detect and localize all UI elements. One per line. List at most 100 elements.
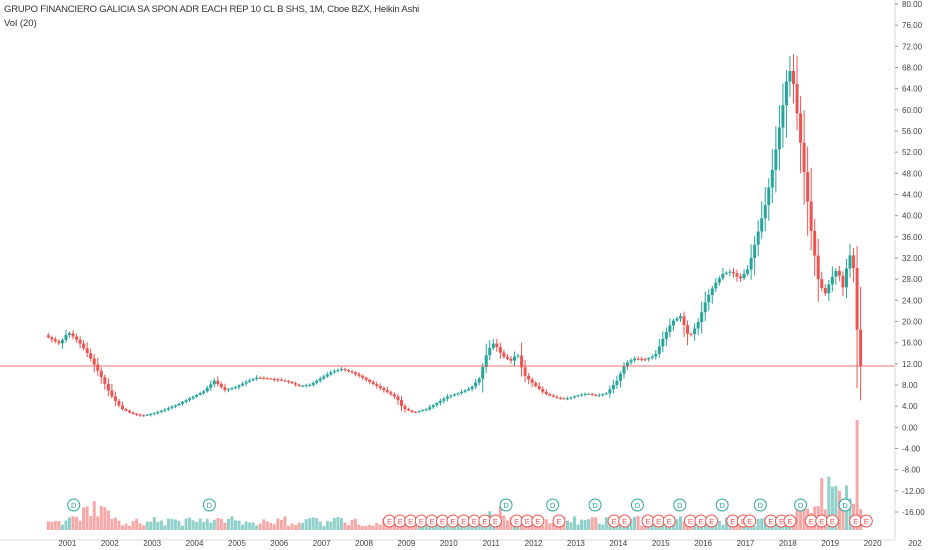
price-tick-label: 24.00 — [902, 296, 923, 305]
event-label: E — [667, 517, 672, 526]
event-circle — [630, 498, 644, 512]
dividend-event-marker[interactable]: D — [673, 498, 687, 512]
time-tick-label: 2002 — [101, 539, 119, 548]
volume-bar — [53, 521, 57, 530]
candle-body — [583, 393, 587, 395]
candle-body — [46, 335, 50, 338]
time-tick-label: 2020 — [864, 539, 882, 548]
time-tick-label: 2012 — [525, 539, 543, 548]
dividend-event-marker[interactable]: D — [67, 498, 81, 512]
volume-bar — [89, 516, 93, 530]
volume-bar — [315, 518, 319, 530]
volume-bar — [46, 521, 50, 530]
candle-body — [647, 357, 651, 360]
event-label: E — [768, 517, 773, 526]
candle-body — [636, 358, 640, 360]
dividend-event-marker[interactable]: D — [753, 498, 767, 512]
candle-body — [82, 343, 86, 349]
candle-body — [848, 255, 852, 269]
time-tick-label: 2011 — [483, 539, 501, 548]
event-label: E — [461, 517, 466, 526]
volume-bar — [339, 518, 343, 530]
volume-bar — [75, 517, 79, 530]
candle-body — [784, 81, 788, 106]
candle-body — [389, 392, 393, 395]
earnings-event-marker[interactable]: E — [552, 514, 566, 528]
earnings-event-marker[interactable]: E — [705, 514, 719, 528]
dividend-event-marker[interactable]: D — [202, 498, 216, 512]
candle-body — [318, 378, 322, 381]
dividend-event-marker[interactable]: D — [546, 498, 560, 512]
candle-body — [53, 339, 57, 342]
volume-bar — [82, 507, 86, 530]
volume-bar — [64, 520, 68, 530]
candle-body — [438, 400, 442, 403]
earnings-event-marker[interactable]: E — [488, 514, 502, 528]
volume-indicator-label[interactable]: Vol (20) — [4, 18, 37, 29]
earnings-event-marker[interactable]: E — [694, 514, 708, 528]
event-label: E — [408, 517, 413, 526]
earnings-event-marker[interactable]: E — [641, 514, 655, 528]
volume-bar — [375, 522, 379, 530]
candle-body — [477, 378, 481, 383]
candle-body — [392, 394, 396, 397]
earnings-event-marker[interactable]: E — [662, 514, 676, 528]
candle-body — [633, 358, 637, 361]
candle-body — [421, 410, 425, 412]
candle-body — [693, 328, 697, 335]
candle-body — [700, 312, 704, 323]
time-tick-label: 2014 — [609, 539, 627, 548]
volume-bar — [219, 518, 223, 530]
candle-body — [580, 394, 584, 396]
candle-body — [724, 272, 728, 274]
candle-body — [230, 388, 234, 390]
earnings-event-marker[interactable]: E — [510, 514, 524, 528]
dividend-event-marker[interactable]: D — [499, 498, 513, 512]
event-label: E — [525, 517, 530, 526]
candle-body — [721, 273, 725, 279]
volume-bar — [361, 525, 365, 530]
symbol-title[interactable]: GRUPO FINANCIERO GALICIA SA SPON ADR EAC… — [4, 4, 420, 15]
candle-body — [481, 366, 485, 379]
event-label: E — [398, 517, 403, 526]
price-tick-label: 8.00 — [902, 381, 918, 390]
earnings-event-marker[interactable]: E — [859, 514, 873, 528]
earnings-event-marker[interactable]: E — [743, 514, 757, 528]
candle-body — [449, 395, 453, 397]
price-tick-label: 20.00 — [902, 318, 923, 327]
price-axis[interactable]: 80.00 76.00 72.00 68.00 64.00 60.00 56.00 52.00… — [894, 0, 932, 550]
volume-bar — [329, 521, 333, 530]
event-label: E — [440, 517, 445, 526]
volume-bar — [198, 518, 202, 530]
earnings-event-marker[interactable]: E — [618, 514, 632, 528]
event-circle — [705, 514, 719, 528]
earnings-event-marker[interactable]: E — [393, 514, 407, 528]
candle-body — [671, 320, 675, 326]
candle-body — [219, 383, 223, 388]
candle-body — [276, 379, 280, 381]
candle-body — [615, 380, 619, 385]
time-axis[interactable]: 2001 2002 2003 2004 2005 2006 2007 2008 2009 2010… — [0, 539, 922, 548]
candle-body — [269, 378, 273, 380]
event-label: E — [809, 517, 814, 526]
dividend-event-marker[interactable]: D — [794, 498, 808, 512]
volume-bar — [795, 504, 799, 530]
earnings-event-marker[interactable]: E — [764, 514, 778, 528]
candle-body — [212, 380, 216, 385]
dividend-event-marker[interactable]: D — [588, 498, 602, 512]
earnings-event-marker[interactable]: E — [520, 514, 534, 528]
earnings-event-marker[interactable]: E — [783, 514, 797, 528]
earnings-event-marker[interactable]: E — [457, 514, 471, 528]
earnings-event-marker[interactable]: E — [825, 514, 839, 528]
dividend-event-marker[interactable]: D — [630, 498, 644, 512]
earnings-event-marker[interactable]: E — [531, 514, 545, 528]
candle-body — [364, 377, 368, 380]
volume-bar — [756, 518, 760, 530]
dividend-event-marker[interactable]: D — [838, 498, 852, 512]
earnings-event-marker[interactable]: E — [467, 514, 481, 528]
dividend-event-marker[interactable]: D — [715, 498, 729, 512]
volume-bar — [357, 524, 361, 530]
volume-bar — [255, 525, 259, 530]
